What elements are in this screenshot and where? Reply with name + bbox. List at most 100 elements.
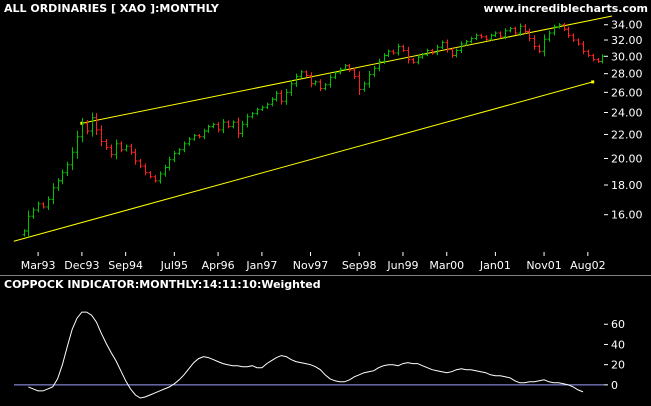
price-bar	[240, 120, 245, 138]
price-bar	[338, 67, 343, 75]
price-bar	[75, 130, 80, 159]
price-bar	[508, 26, 513, 33]
price-bar	[362, 81, 367, 92]
price-bar	[167, 156, 172, 171]
price-bar	[129, 143, 134, 155]
price-bar	[450, 47, 455, 58]
price-bar	[532, 35, 537, 50]
price-bar	[557, 23, 562, 29]
price-bar	[420, 52, 425, 59]
trendlines	[13, 15, 613, 242]
price-bar	[445, 39, 450, 53]
price-bar	[51, 183, 56, 205]
price-bar	[435, 44, 440, 56]
price-bar	[328, 74, 333, 88]
price-bar	[489, 33, 494, 41]
price-bar	[226, 120, 231, 129]
price-bar	[231, 120, 236, 129]
trendline-upper-channel	[81, 15, 613, 124]
price-bar	[250, 111, 255, 119]
price-bar	[255, 107, 260, 116]
price-bar	[94, 113, 99, 135]
price-y-tick-label: 18.00	[611, 179, 643, 192]
price-bar	[90, 112, 95, 137]
price-bar	[309, 72, 314, 88]
price-bar	[474, 33, 479, 41]
price-bar	[596, 58, 601, 64]
x-tick-label: Sep98	[342, 259, 377, 272]
price-bar	[352, 67, 357, 79]
price-bar	[552, 24, 557, 36]
price-y-tick-label: 32.00	[611, 34, 643, 47]
price-y-tick-label: 24.00	[611, 107, 643, 120]
price-y-axis: 16.00 18.00 20.00 22.00 24.00 26.00 28.00 30.00…	[604, 19, 643, 222]
price-bar	[396, 43, 401, 56]
price-bar	[484, 35, 489, 41]
price-bar	[245, 113, 250, 128]
price-bar	[236, 117, 241, 138]
price-bar	[211, 122, 216, 129]
price-bar	[562, 22, 567, 32]
price-y-tick-label: 34.00	[611, 19, 643, 32]
price-bar	[479, 33, 484, 39]
coppock-y-tick-label: 0	[611, 379, 618, 392]
price-bar	[406, 46, 411, 64]
price-bar	[571, 33, 576, 42]
x-tick-label: Sep94	[108, 259, 143, 272]
price-bar	[197, 133, 202, 139]
price-bar	[304, 70, 309, 78]
price-bar	[119, 141, 124, 153]
price-bar	[202, 128, 207, 140]
price-y-tick-label: 20.00	[611, 152, 643, 165]
price-y-tick-label: 16.00	[611, 209, 643, 222]
price-bar	[99, 125, 104, 147]
price-bar	[172, 150, 177, 163]
price-bar	[85, 120, 90, 135]
price-bar	[299, 70, 304, 79]
x-tick-label: Jan97	[245, 259, 277, 272]
x-tick-label: Mar93	[21, 259, 56, 272]
price-bar	[576, 38, 581, 46]
price-bar	[26, 210, 31, 238]
price-bar	[206, 124, 211, 133]
price-y-tick-label: 26.00	[611, 86, 643, 99]
x-axis: Mar93 Dec93 Sep94 Jul95 Apr96 Jan97 Nov97 Sep98…	[21, 252, 606, 272]
price-bar	[289, 80, 294, 96]
price-bar	[523, 24, 528, 34]
trendline-anchor	[591, 80, 595, 84]
price-bar	[260, 105, 265, 112]
price-bar	[109, 144, 114, 158]
price-bar	[60, 169, 65, 185]
price-bar	[187, 137, 192, 146]
x-tick-label: Dec93	[64, 259, 99, 272]
price-bar	[182, 141, 187, 153]
coppock-line	[28, 311, 584, 399]
price-bars	[22, 22, 605, 238]
price-panel: ALL ORDINARIES [ XAO ]:MONTHLY www.incre…	[4, 2, 648, 272]
price-bar	[138, 158, 143, 169]
price-bar	[65, 161, 70, 176]
price-bar	[518, 23, 523, 36]
price-bar	[318, 79, 323, 92]
price-bar	[133, 148, 138, 165]
price-bar	[274, 90, 279, 102]
price-bar	[391, 49, 396, 55]
price-bar	[163, 164, 168, 177]
price-bar	[527, 28, 532, 42]
price-bar	[591, 53, 596, 62]
price-bar	[566, 26, 571, 38]
price-bar	[270, 97, 275, 107]
x-tick-label: Jul95	[160, 259, 188, 272]
price-bar	[343, 64, 348, 71]
price-bar	[454, 48, 459, 58]
x-tick-label: Jan01	[479, 259, 511, 272]
price-bar	[464, 39, 469, 46]
price-bar	[22, 229, 27, 237]
price-bar	[153, 175, 158, 183]
price-y-tick-label: 28.00	[611, 68, 643, 81]
price-y-tick-label: 30.00	[611, 50, 643, 63]
price-bar	[382, 53, 387, 64]
price-bar	[425, 48, 430, 57]
coppock-panel: COPPOCK INDICATOR:MONTHLY:14:11:10:Weigh…	[4, 278, 625, 399]
